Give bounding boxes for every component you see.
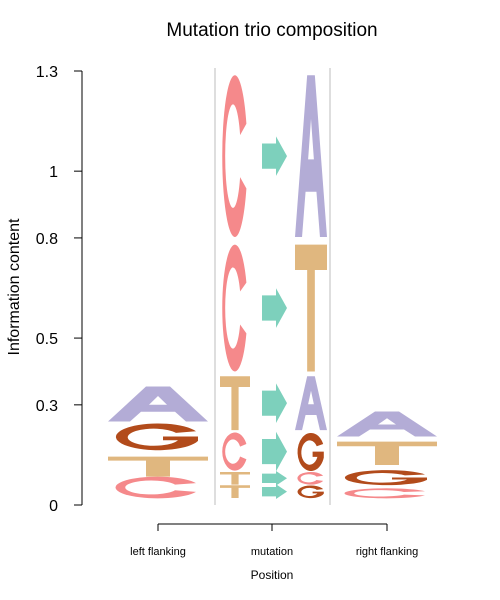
mutation-arrow [262,288,287,328]
logo-letter-c [115,476,196,499]
logo-letter-t [220,376,250,431]
logo-letter-g [297,485,324,499]
logo-letter-a [337,411,437,437]
y-tick-label: 0.8 [36,231,58,248]
x-tick-label: mutation [251,546,293,558]
logo-letter-c [222,432,247,471]
logo-letter-c [222,244,247,372]
chart-title: Mutation trio composition [166,20,377,41]
y-tick-label: 0.5 [36,331,58,348]
logo-letter-t [108,456,208,477]
logo-letter-g [297,432,324,472]
y-tick-label: 0.3 [36,398,58,415]
logo-letter-a [295,75,327,238]
logo-letter-t [295,244,327,372]
y-axis: 0 0.3 0.5 0.8 1 1.3 [36,64,83,515]
logo-letter-g [344,470,427,486]
x-tick-label: right flanking [356,546,418,558]
mutation-arrow [262,383,287,423]
x-axis: left flanking mutation right flanking [130,523,418,558]
mutation-arrow [262,136,287,176]
logo-letter-a [108,386,208,422]
y-tick-label: 1 [49,164,58,181]
logo-letter-t [220,485,250,498]
mutation-arrow [262,484,287,499]
y-tick-label: 0 [49,498,58,515]
x-tick-label: left flanking [130,546,186,558]
logo-letter-a [295,376,327,431]
mutation-arrow [262,470,287,486]
x-axis-title: Position [251,568,294,582]
logo-letter-t [337,441,437,465]
mutation-arrow [262,431,287,472]
logo-letter-c [344,488,425,499]
logo-letter-t [220,471,250,485]
y-tick-label: 1.3 [36,64,58,81]
y-axis-title: Information content [6,218,23,356]
logo-letter-c [297,471,324,485]
logo-glyph-layer [108,75,437,499]
logo-letter-g [115,423,198,451]
logo-letter-c [222,75,247,238]
